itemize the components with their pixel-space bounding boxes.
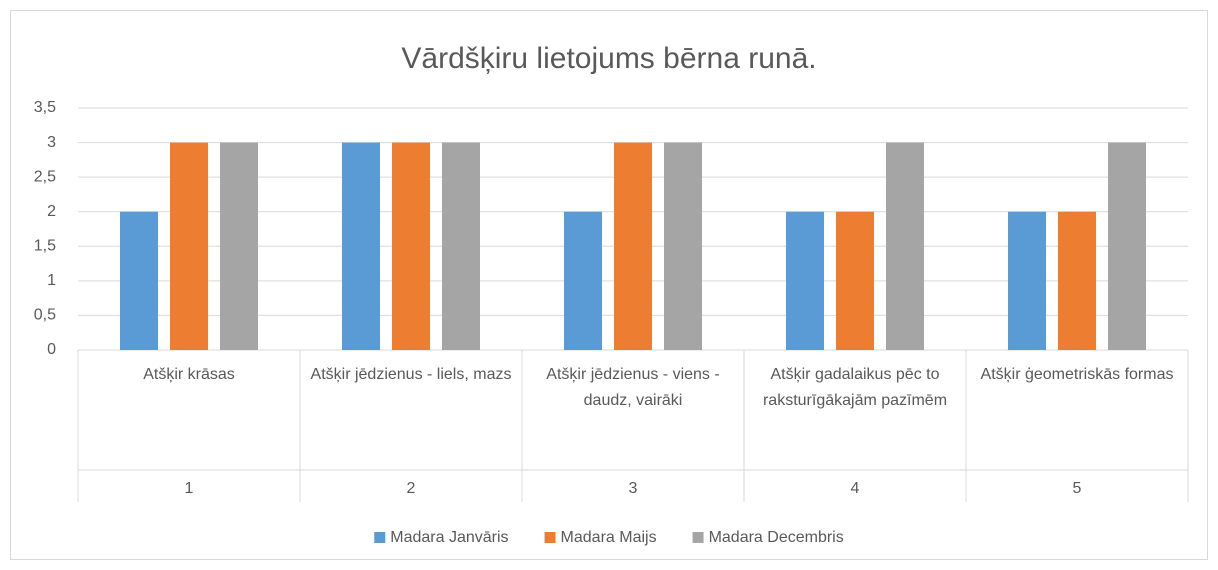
legend-item: Madara Maijs bbox=[544, 529, 657, 546]
bar bbox=[1108, 142, 1146, 350]
bar bbox=[170, 142, 208, 350]
y-tick-label: 1 bbox=[47, 272, 56, 289]
bar bbox=[1058, 211, 1096, 350]
bar bbox=[836, 211, 874, 350]
y-tick-label: 2 bbox=[47, 203, 56, 220]
bar bbox=[564, 211, 602, 350]
bar bbox=[442, 142, 480, 350]
y-tick-label: 2,5 bbox=[34, 168, 56, 185]
bar bbox=[392, 142, 430, 350]
x-tick-label: Atšķir gadalaikus pēc to raksturīgākajām… bbox=[762, 366, 948, 409]
group-label: 1 bbox=[185, 480, 194, 497]
bar bbox=[664, 142, 702, 350]
x-tick-label: Atšķir ģeometriskās formas bbox=[980, 366, 1174, 383]
bar bbox=[786, 211, 824, 350]
bar bbox=[1008, 211, 1046, 350]
y-tick-label: 0,5 bbox=[34, 307, 56, 324]
x-tick-label: Atšķir jēdzienus - liels, mazs bbox=[310, 366, 512, 383]
legend-swatch bbox=[692, 532, 704, 543]
x-tick-label-box: Atšķir krāsas bbox=[143, 366, 235, 383]
group-label: 2 bbox=[407, 480, 416, 497]
chart-title: Vārdšķiru lietojums bērna runā. bbox=[401, 42, 816, 75]
x-tick-label-box: Atšķir jēdzienus - liels, mazs bbox=[310, 366, 512, 383]
legend-item: Madara Janvāris bbox=[374, 529, 509, 546]
bar bbox=[886, 142, 924, 350]
x-tick-label-box: Atšķir jēdzienus - viens - daudz, vairāk… bbox=[546, 366, 720, 409]
legend-label: Madara Decembris bbox=[709, 529, 844, 546]
x-tick-label-box: Atšķir gadalaikus pēc to raksturīgākajām… bbox=[762, 366, 948, 409]
legend-item: Madara Decembris bbox=[692, 529, 844, 546]
bar bbox=[220, 142, 258, 350]
bar bbox=[614, 142, 652, 350]
x-tick-label: Atšķir krāsas bbox=[143, 366, 235, 383]
y-tick-label: 3 bbox=[47, 134, 56, 151]
legend-label: Madara Maijs bbox=[561, 529, 657, 546]
y-tick-label: 3,5 bbox=[34, 99, 56, 116]
group-label: 3 bbox=[629, 480, 638, 497]
bar bbox=[342, 142, 380, 350]
bar bbox=[120, 211, 158, 350]
y-tick-label: 1,5 bbox=[34, 238, 56, 255]
x-tick-label: Atšķir jēdzienus - viens - daudz, vairāk… bbox=[546, 366, 720, 409]
legend-swatch bbox=[374, 532, 386, 543]
legend-swatch bbox=[544, 532, 556, 543]
y-tick-label: 0 bbox=[47, 341, 56, 358]
legend-label: Madara Janvāris bbox=[390, 529, 508, 546]
group-label: 4 bbox=[851, 480, 860, 497]
x-tick-label-box: Atšķir ģeometriskās formas bbox=[980, 366, 1174, 383]
group-label: 5 bbox=[1073, 480, 1082, 497]
